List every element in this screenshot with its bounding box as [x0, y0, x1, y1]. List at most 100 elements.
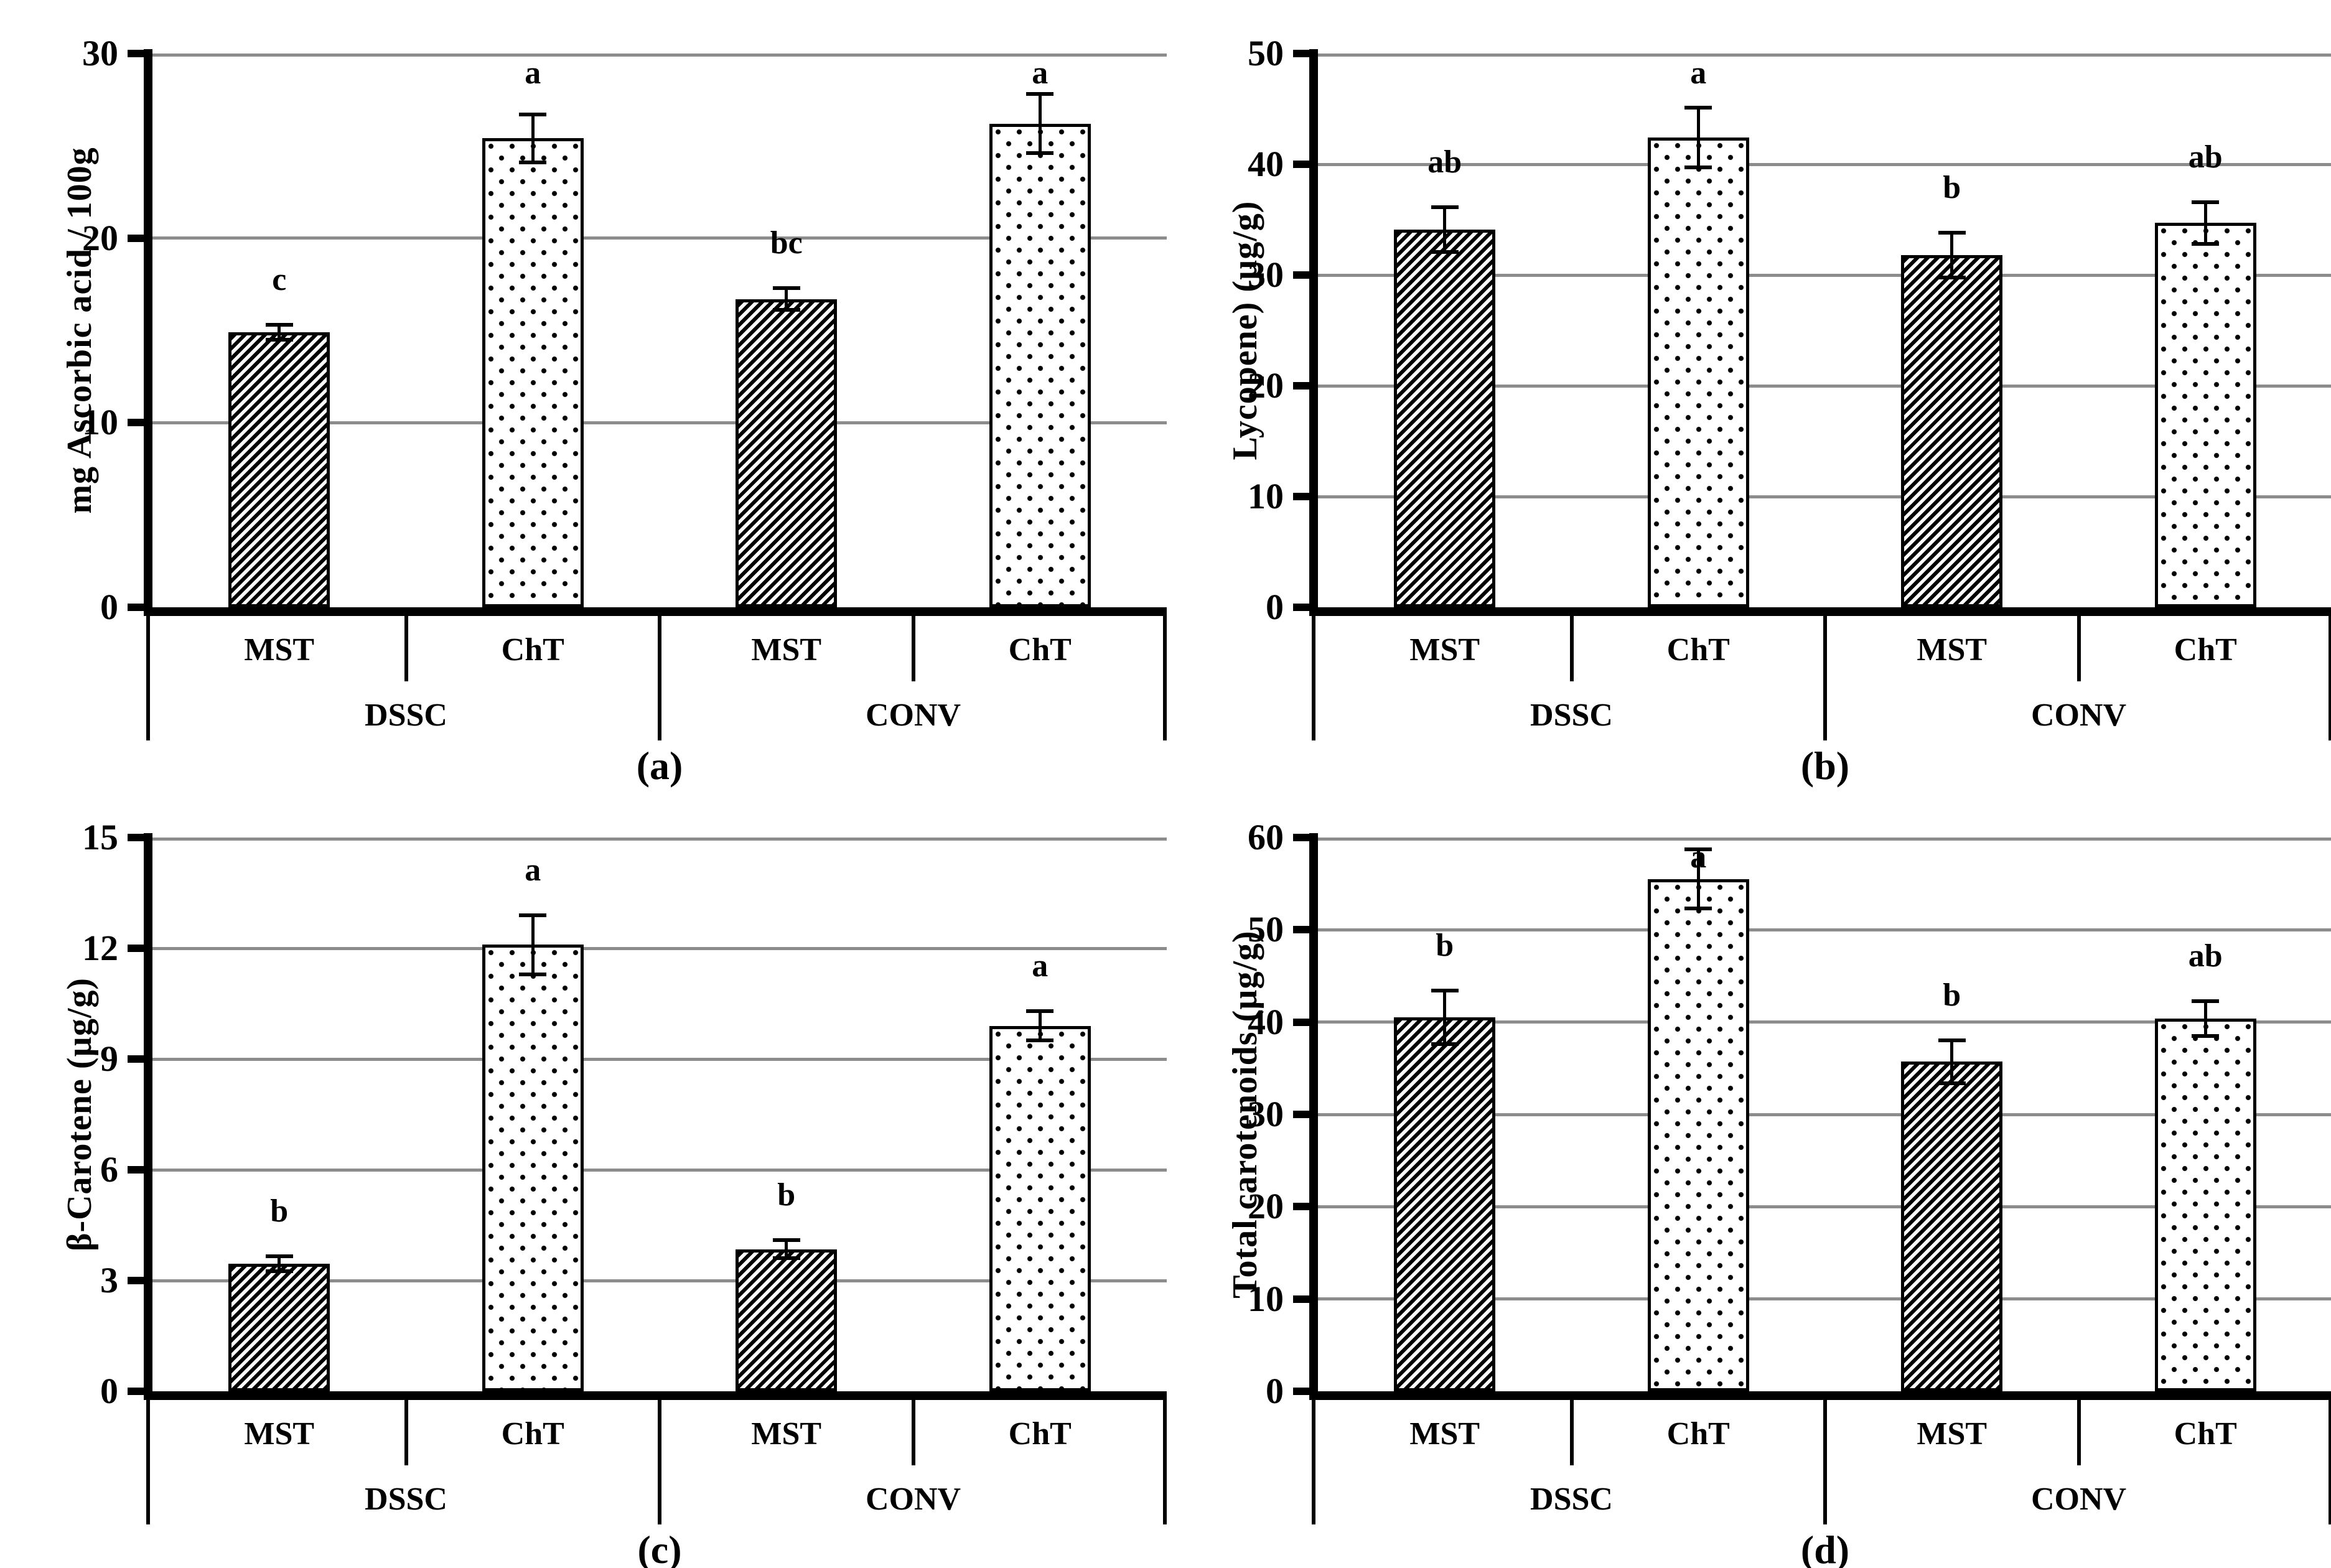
gridline — [1318, 495, 2331, 498]
error-bar — [531, 114, 535, 163]
error-bar-cap-top — [265, 1254, 293, 1259]
bar-conv-cht — [2154, 1018, 2256, 1391]
y-axis-tick-label: 20 — [82, 217, 118, 258]
y-axis-tick — [128, 945, 144, 952]
category-axis-zone: MST ChT MST ChT DSSC CONV — [1312, 616, 2331, 744]
error-bar-cap-top — [1431, 205, 1459, 210]
error-bar-cap-top — [1431, 989, 1459, 993]
panel-c: β-Carotene (µg/g) 0 3 6 9 12 15 b a b a MST ChT MST C… — [25, 794, 1167, 1568]
category-divider — [911, 616, 915, 681]
significance-letter: a — [525, 55, 541, 91]
y-axis-tick — [1293, 50, 1309, 57]
y-axis-tick — [1293, 1203, 1309, 1211]
category-divider — [1569, 1400, 1574, 1465]
category-divider — [658, 616, 661, 740]
y-axis-tick — [128, 50, 144, 57]
category-label: MST — [1917, 632, 1988, 668]
bar-conv-cht — [2154, 223, 2256, 607]
error-bar-cap-top — [265, 323, 293, 327]
bar-dssc-mst — [1394, 230, 1496, 607]
category-axis-zone: MST ChT MST ChT DSSC CONV — [1312, 1400, 2331, 1528]
panel-d: Total carotenoids (µg/g) 0 10 20 30 40 50 60 b a… — [1190, 794, 2331, 1568]
error-bar — [1443, 991, 1447, 1045]
bar-dssc-mst — [1394, 1017, 1496, 1391]
category-divider — [1823, 1400, 1827, 1524]
y-axis-tick-label: 40 — [1248, 1001, 1284, 1042]
error-bar — [1696, 849, 1700, 909]
category-divider — [404, 616, 408, 681]
bar-dssc-mst — [228, 332, 330, 607]
significance-letter: a — [1032, 55, 1049, 91]
y-axis-tick — [128, 604, 144, 611]
error-bar-cap-bottom — [1684, 907, 1712, 911]
error-bar — [278, 1256, 281, 1272]
x-axis-line — [144, 1391, 1167, 1400]
category-label: ChT — [1008, 632, 1072, 668]
category-divider — [658, 1400, 661, 1524]
group-label: DSSC — [1530, 698, 1613, 733]
gridline — [1318, 162, 2331, 166]
significance-letter: b — [777, 1177, 796, 1213]
category-divider — [2329, 1400, 2331, 1524]
error-bar-cap-bottom — [1431, 250, 1459, 254]
bar-conv-mst — [736, 1249, 838, 1391]
y-axis-tick-label: 0 — [100, 1371, 118, 1411]
group-label: CONV — [2030, 698, 2127, 733]
significance-letter: a — [1690, 55, 1707, 91]
bar-dssc-mst — [228, 1264, 330, 1391]
y-axis-tick-label: 6 — [100, 1149, 118, 1190]
gridline — [152, 838, 1167, 841]
error-bar-cap-bottom — [1431, 1042, 1459, 1047]
group-label: CONV — [2030, 1482, 2127, 1517]
category-label: ChT — [2174, 632, 2237, 668]
category-label: MST — [244, 1416, 315, 1452]
y-axis-tick — [1293, 604, 1309, 611]
plot-area-c: 0 3 6 9 12 15 b a b a MST ChT MST ChT DSSC CONV — [82, 817, 1167, 1524]
error-bar-cap-bottom — [2192, 1034, 2220, 1038]
category-axis-zone: MST ChT MST ChT DSSC CONV — [146, 1400, 1167, 1528]
gridline — [152, 1057, 1167, 1061]
bar-conv-cht — [989, 1025, 1091, 1391]
category-divider — [2329, 616, 2331, 740]
gridline — [152, 54, 1167, 57]
plot-area-b: 0 10 20 30 40 50 ab a b ab MST ChT MST ChT DSSC CONV — [1248, 33, 2331, 740]
y-axis-tick — [1293, 1295, 1309, 1303]
category-divider — [1163, 616, 1167, 740]
category-divider — [146, 1400, 150, 1524]
y-axis-tick — [1293, 382, 1309, 390]
y-axis-tick-label: 30 — [1248, 254, 1284, 295]
error-bar-cap-top — [772, 286, 800, 290]
category-divider — [1312, 616, 1315, 740]
error-bar-cap-top — [1684, 106, 1712, 110]
bar-dssc-cht — [482, 945, 584, 1391]
category-axis-zone: MST ChT MST ChT DSSC CONV — [146, 616, 1167, 744]
error-bar-cap-top — [1026, 1009, 1054, 1013]
group-label: DSSC — [1530, 1482, 1613, 1517]
gridline — [1318, 384, 2331, 388]
panel-a: mg Ascorbic acid / 100g 0 10 20 30 c a bc a MST C… — [25, 10, 1167, 788]
error-bar — [1950, 1040, 1954, 1083]
y-axis-tick-label: 20 — [1248, 1186, 1284, 1227]
category-label: ChT — [2174, 1416, 2237, 1452]
y-axis-tick — [1293, 1018, 1309, 1026]
panel-caption-c: (c) — [637, 1528, 682, 1568]
error-bar-cap-top — [1938, 231, 1966, 235]
y-axis-tick-label: 20 — [1248, 365, 1284, 406]
y-axis-tick-label: 40 — [1248, 144, 1284, 184]
significance-letter: a — [525, 852, 541, 888]
error-bar-cap-top — [772, 1238, 800, 1242]
bar-dssc-cht — [482, 138, 584, 607]
error-bar-cap-bottom — [1938, 275, 1966, 279]
error-bar-cap-bottom — [265, 1269, 293, 1274]
y-axis-tick-label: 0 — [100, 587, 118, 627]
category-label: ChT — [1008, 1416, 1072, 1452]
category-divider — [404, 1400, 408, 1465]
gridline — [1318, 54, 2331, 57]
error-bar — [2203, 1001, 2207, 1036]
category-divider — [1569, 616, 1574, 681]
category-divider — [2076, 616, 2081, 681]
y-axis-tick — [128, 834, 144, 841]
plot-area-d: 0 10 20 30 40 50 60 b a b ab MST ChT MST ChT DSSC CONV — [1248, 817, 2331, 1524]
error-bar-cap-top — [2192, 200, 2220, 204]
error-bar — [785, 287, 788, 310]
